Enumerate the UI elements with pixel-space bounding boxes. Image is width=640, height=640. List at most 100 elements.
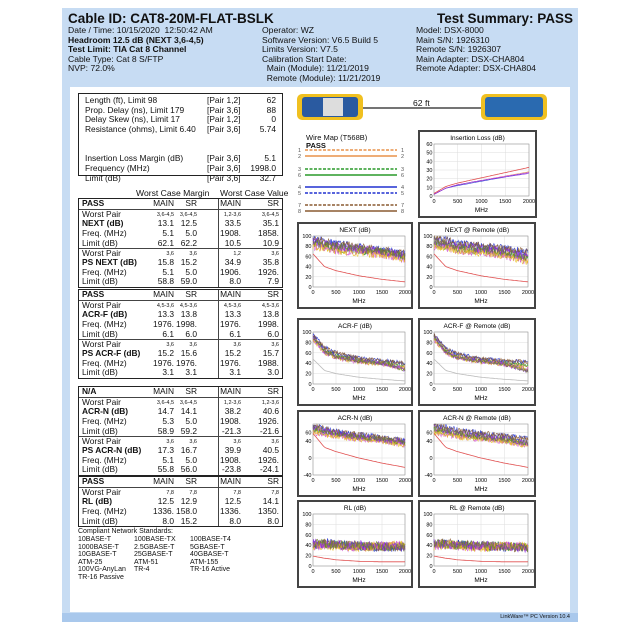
header-line: Limits Version: V7.5 <box>262 44 338 55</box>
y-tick-label: -40 <box>304 473 312 479</box>
section-header-row: PASS MAIN SR MAIN SR <box>79 476 282 488</box>
row-value: 5.3 <box>162 415 174 426</box>
header-line: Date / Time: 10/15/2020 12:50:42 AM <box>68 25 213 35</box>
result-row: Limit (dB) 58.9 59.2 -21.3 -21.6 <box>79 425 282 437</box>
x-tick-label: 2000 <box>522 478 534 484</box>
standard-item: 100BASE-T4 <box>190 536 231 543</box>
chart-title: NEXT @ Remote (dB) <box>445 227 509 234</box>
header-line: Software Version: V6.5 Build 5 <box>262 34 379 45</box>
row-value: 4,5-3,6 <box>156 302 174 309</box>
row-value: 3,6 <box>166 342 174 349</box>
cable-length-label: 62 ft <box>413 98 430 108</box>
series-line <box>312 423 406 444</box>
x-tick-label: 0 <box>432 478 435 484</box>
wire-map: 1 12 23 36 64 45 57 78 8 <box>298 148 404 215</box>
chart-svg: RL @ Remote (dB) 0 500 1000 1500 2000 0 20 40 60 8… <box>423 505 534 584</box>
plot-area <box>312 513 406 567</box>
column-header: SR <box>267 289 279 299</box>
row-value: 1906. <box>220 266 241 277</box>
row-value: 16.7 <box>180 444 197 455</box>
summary-label: Frequency (MHz) <box>85 162 150 173</box>
row-value: 8.0 <box>229 515 241 526</box>
row-value: 1998. <box>176 318 197 329</box>
x-tick-label: 1500 <box>376 569 388 575</box>
row-value: 1,2 <box>233 251 241 258</box>
row-value: 7,8 <box>271 489 279 496</box>
row-label: Limit (dB) <box>82 367 118 378</box>
result-section: N/A MAIN SR MAIN SR Worst Pair 3,6-4,5 3,6-4,5 1… <box>78 386 283 476</box>
x-tick-label: 500 <box>331 569 340 575</box>
column-header: SR <box>267 476 279 486</box>
y-tick-label: 60 <box>305 351 311 357</box>
series-line <box>433 173 530 195</box>
row-value: 3,6-4,5 <box>156 399 174 406</box>
result-section: PASS MAIN SR MAIN SR Worst Pair 3,6-4,5 3,6-4,5… <box>78 198 283 288</box>
row-value: 1926. <box>258 454 279 465</box>
header-line: Calibration Start Date: <box>262 53 347 64</box>
chart-title: ACR-F (dB) <box>338 323 372 330</box>
row-label: Freq. (MHz) <box>82 415 127 426</box>
row-label: PS NEXT (dB) <box>82 256 137 267</box>
header-line: NVP: 72.0% <box>68 63 115 74</box>
row-value: -24.1 <box>259 464 279 475</box>
column-divider <box>218 290 219 378</box>
row-value: 59.0 <box>180 276 197 287</box>
x-tick-label: 0 <box>311 387 314 393</box>
row-label: Limit (dB) <box>82 328 118 339</box>
standard-item: ATM-155 <box>190 558 219 566</box>
summary-row: Length (ft), Limit 98 [Pair 1,2] 62 <box>79 95 282 106</box>
y-tick-label: -40 <box>425 473 433 479</box>
limit-line <box>433 555 528 563</box>
y-tick-label: 20 <box>426 554 432 560</box>
x-axis-label: MHz <box>474 395 487 402</box>
result-row: PS NEXT (dB) 15.8 15.2 34.9 35.8 <box>79 256 282 268</box>
x-tick-label: 2000 <box>522 569 534 575</box>
summary-pair: [Pair 3,6] <box>207 153 241 164</box>
x-tick-label: 500 <box>453 478 462 484</box>
y-tick-label: 40 <box>305 543 311 549</box>
header-line: Cable Type: Cat 8 S/FTP <box>68 53 164 64</box>
chart-panel: NEXT @ Remote (dB) 0 500 1000 1500 2000 0 20 40 6… <box>418 222 536 309</box>
row-value: 39.9 <box>224 444 241 455</box>
standard-item: 100VG-AnyLan <box>78 566 126 574</box>
y-tick-label: 0 <box>308 285 311 291</box>
series-line <box>312 338 406 372</box>
header-line: Headroom 12.5 dB (NEXT 3,6-4,5) <box>68 34 204 45</box>
column-divider <box>218 477 219 527</box>
row-value: 15.2 <box>157 347 174 358</box>
result-section: PASS MAIN SR MAIN SR Worst Pair 4,5-3,6 4,5-3,6… <box>78 289 283 379</box>
row-label: Limit (dB) <box>82 425 118 436</box>
chart-panel: NEXT (dB) 0 500 1000 1500 2000 0 20 40 60 80 100 MHz <box>297 222 413 309</box>
row-value: 62.2 <box>180 237 197 248</box>
y-tick-label: 30 <box>426 168 432 174</box>
row-value: 6.0 <box>185 328 197 339</box>
summary-label: Insertion Loss Margin (dB) <box>85 153 184 164</box>
row-value: 58.9 <box>157 425 174 436</box>
column-header: SR <box>185 198 197 208</box>
standard-item: TR-16 Active <box>190 566 231 574</box>
row-label: NEXT (dB) <box>82 218 124 229</box>
chart-title: ACR-N @ Remote (dB) <box>443 415 511 422</box>
x-tick-label: 2000 <box>399 387 411 393</box>
section-status: PASS <box>82 198 105 208</box>
row-value: 1976. <box>153 357 174 368</box>
y-tick-label: 80 <box>426 340 432 346</box>
row-label: Worst Pair <box>82 486 121 497</box>
summary-row: Delay Skew (ns), Limit 17 [Pair 1,2] 0 <box>79 115 282 125</box>
summary-value: 1998.0 <box>250 162 276 173</box>
y-tick-label: 100 <box>423 512 432 518</box>
y-tick-label: 0 <box>429 382 432 388</box>
row-label: Freq. (MHz) <box>82 318 127 329</box>
y-tick-label: 20 <box>305 372 311 378</box>
x-tick-label: 1500 <box>376 387 388 393</box>
x-tick-label: 0 <box>432 199 435 205</box>
row-value: 10.5 <box>224 237 241 248</box>
chart-svg: RL (dB) 0 500 1000 1500 2000 0 20 40 60 80 100 MHz <box>302 505 411 584</box>
summary-value: 62 <box>266 95 276 105</box>
pin-number: 3 <box>298 167 301 173</box>
row-value: 15.8 <box>157 256 174 267</box>
standards-title: Compliant Network Standards: <box>78 528 173 535</box>
x-tick-label: 500 <box>331 478 340 484</box>
section-header-row: PASS MAIN SR MAIN SR <box>79 198 282 210</box>
